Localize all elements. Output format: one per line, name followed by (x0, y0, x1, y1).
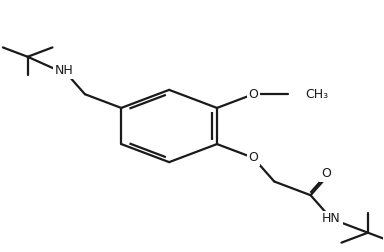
Text: O: O (248, 151, 258, 164)
Text: CH₃: CH₃ (305, 88, 328, 101)
Text: O: O (248, 88, 258, 101)
Text: O: O (321, 167, 331, 180)
Text: NH: NH (55, 64, 73, 77)
Text: HN: HN (322, 212, 341, 226)
